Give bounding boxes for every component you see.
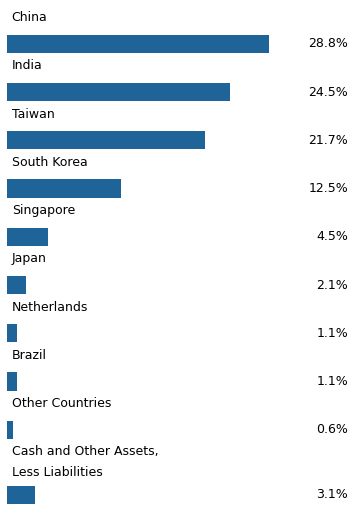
- Text: 12.5%: 12.5%: [309, 182, 348, 195]
- Text: 1.1%: 1.1%: [316, 327, 348, 340]
- Text: 1.1%: 1.1%: [316, 375, 348, 388]
- Text: 28.8%: 28.8%: [309, 37, 348, 50]
- Text: 2.1%: 2.1%: [316, 279, 348, 292]
- Bar: [7, 276, 26, 294]
- Text: 24.5%: 24.5%: [309, 85, 348, 99]
- Text: India: India: [12, 59, 42, 72]
- Text: 4.5%: 4.5%: [316, 230, 348, 244]
- Text: Taiwan: Taiwan: [12, 108, 54, 120]
- Text: Netherlands: Netherlands: [12, 301, 88, 314]
- Text: Cash and Other Assets,: Cash and Other Assets,: [12, 446, 158, 459]
- Bar: [7, 421, 13, 439]
- Bar: [7, 486, 35, 504]
- Bar: [7, 83, 230, 101]
- Text: 0.6%: 0.6%: [316, 423, 348, 436]
- Text: Japan: Japan: [12, 252, 47, 265]
- Bar: [7, 227, 48, 246]
- Text: China: China: [12, 11, 48, 24]
- Bar: [7, 324, 17, 342]
- Bar: [7, 179, 121, 197]
- Bar: [7, 372, 17, 391]
- Text: Other Countries: Other Countries: [12, 397, 111, 410]
- Bar: [7, 131, 204, 149]
- Bar: [7, 35, 269, 53]
- Text: Less Liabilities: Less Liabilities: [12, 466, 103, 479]
- Text: 21.7%: 21.7%: [309, 134, 348, 147]
- Text: Singapore: Singapore: [12, 204, 75, 217]
- Text: Brazil: Brazil: [12, 349, 47, 362]
- Text: South Korea: South Korea: [12, 156, 87, 169]
- Text: 3.1%: 3.1%: [316, 489, 348, 501]
